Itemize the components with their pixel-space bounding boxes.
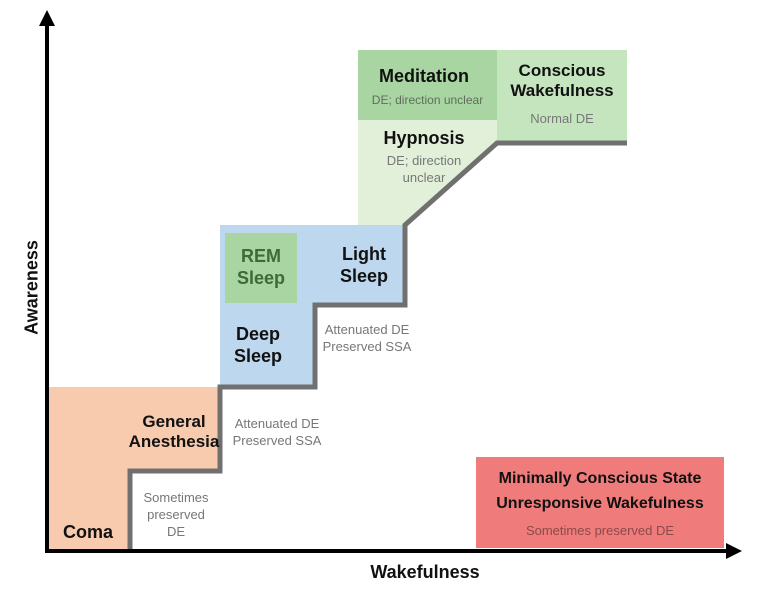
conscious-wakefulness-region bbox=[497, 50, 627, 143]
deep-sleep-label: Deep Sleep bbox=[233, 324, 283, 366]
general-anesthesia-region bbox=[130, 387, 220, 471]
conscious-wakefulness-note: Normal DE bbox=[530, 111, 594, 126]
general-anesthesia-label: General Anesthesia bbox=[128, 412, 220, 452]
mcs-note: Sometimes preserved DE bbox=[525, 523, 675, 538]
sleep-region-lower bbox=[220, 305, 315, 387]
mcs-region bbox=[476, 457, 724, 548]
light-sleep-note: Attenuated DE Preserved SSA bbox=[322, 322, 412, 354]
meditation-label: Meditation bbox=[379, 66, 469, 86]
meditation-region bbox=[358, 50, 497, 120]
meditation-note: DE; direction unclear bbox=[371, 93, 484, 107]
hypnosis-note: DE; direction unclear bbox=[386, 153, 462, 185]
rem-sleep-region bbox=[225, 233, 297, 303]
hypnosis-region bbox=[358, 120, 497, 225]
coma-label: Coma bbox=[62, 522, 113, 542]
x-axis-arrowhead bbox=[726, 543, 742, 559]
y-axis-label: Awareness bbox=[21, 240, 42, 335]
conscious-wakefulness-label: Conscious Wakefulness bbox=[510, 61, 614, 101]
deep-sleep-note: Attenuated DE Preserved SSA bbox=[232, 416, 322, 448]
y-axis-arrowhead bbox=[39, 10, 55, 26]
coma-region bbox=[47, 387, 130, 551]
wakefulness-awareness-staircase bbox=[127, 140, 627, 551]
rem-sleep-label: REM Sleep bbox=[236, 246, 286, 288]
mcs-label-line1: Minimally Conscious State bbox=[498, 470, 702, 487]
hypnosis-label: Hypnosis bbox=[383, 128, 465, 148]
mcs-label-line2: Unresponsive Wakefulness bbox=[496, 495, 704, 512]
general-anesthesia-note: Sometimes preserved DE bbox=[143, 490, 209, 539]
light-sleep-label: Light Sleep bbox=[339, 244, 389, 286]
x-axis-label: Wakefulness bbox=[370, 562, 480, 582]
